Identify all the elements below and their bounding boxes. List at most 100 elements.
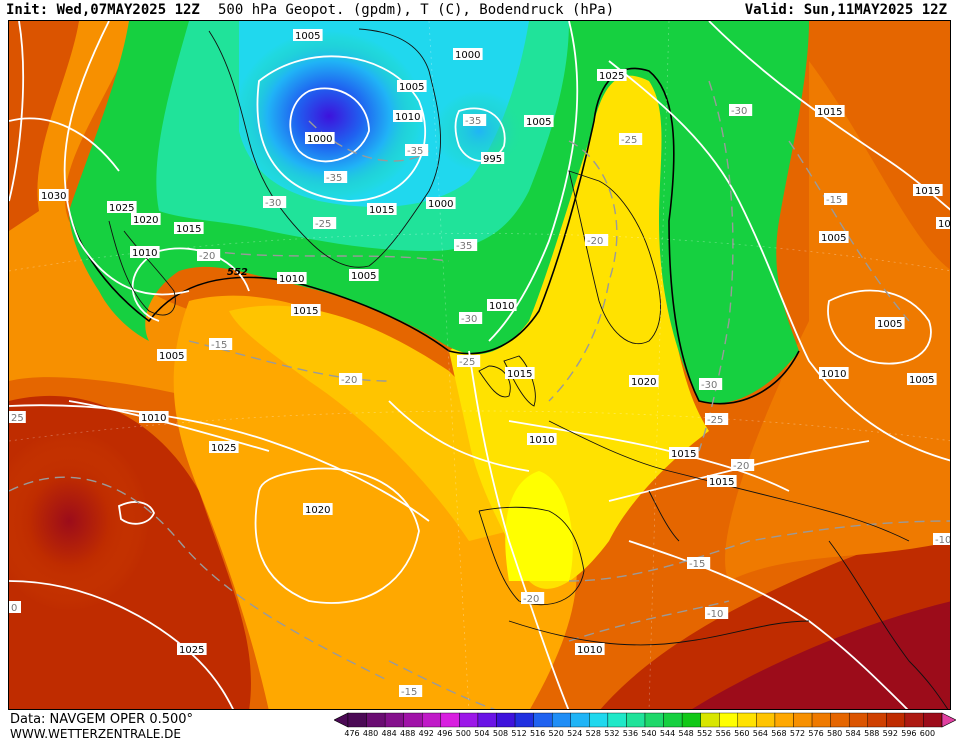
grid-line bbox=[648, 21, 670, 709]
coastlines bbox=[108, 28, 949, 709]
isotherm-line bbox=[9, 476, 390, 682]
color-legend bbox=[334, 712, 956, 728]
isobar-label: 1010 bbox=[132, 248, 157, 259]
isotherm-label: 0 bbox=[11, 603, 17, 614]
isobar-label: 1025 bbox=[109, 203, 134, 214]
legend-value: 524 bbox=[567, 729, 583, 738]
legend-value: 500 bbox=[455, 729, 472, 738]
legend-swatch bbox=[440, 712, 460, 728]
isotherm-line bbox=[388, 660, 496, 709]
isobar-label: 1025 bbox=[599, 71, 624, 82]
europe-yellow-band bbox=[449, 61, 709, 589]
title-bar: Init: Wed,07MAY2025 12Z 500 hPa Geopot. … bbox=[0, 0, 959, 20]
isobar-label: 1015 bbox=[817, 107, 842, 118]
legend-swatch bbox=[496, 712, 516, 728]
isobar-label-box bbox=[426, 197, 456, 209]
isobar-label-box bbox=[139, 411, 169, 423]
isobar-label: 1010 bbox=[279, 274, 304, 285]
isotherm-label: -10 bbox=[707, 609, 723, 620]
isobar-label-box bbox=[936, 217, 950, 229]
isotherm-line bbox=[188, 340, 390, 382]
isobar-label: 1010 bbox=[395, 112, 420, 123]
west-orange-band bbox=[9, 21, 229, 401]
isobar-label-box bbox=[524, 115, 554, 127]
legend-value: 492 bbox=[418, 729, 434, 738]
legend-value: 504 bbox=[474, 729, 490, 738]
isobar-label: 1025 bbox=[179, 645, 204, 656]
isotherm-label-box bbox=[824, 193, 848, 205]
isotherm-label: -35 bbox=[407, 146, 423, 157]
isotherm-label: -30 bbox=[265, 198, 281, 209]
isobar-label-box bbox=[597, 69, 627, 81]
isobar-label: 1000 bbox=[307, 134, 332, 145]
isotherm-label-box bbox=[705, 413, 729, 425]
isotherm-label-box bbox=[9, 411, 26, 423]
legend-swatch bbox=[867, 712, 887, 728]
legend-value: 576 bbox=[808, 729, 824, 738]
temperature-labels: -35 -35 -35 -30 -25 -20 -35 -15 -30 -25 -20 -25 -20 -… bbox=[9, 104, 950, 698]
isotherm-label: -15 bbox=[689, 559, 705, 570]
isotherm-label-box bbox=[209, 338, 233, 350]
legend-swatch bbox=[366, 712, 386, 728]
legend-swatch bbox=[422, 712, 442, 728]
isobar-label-box bbox=[393, 110, 423, 122]
isotherm-label-box bbox=[933, 533, 950, 545]
isotherm-label-box bbox=[459, 312, 483, 324]
isobar-label: 1005 bbox=[295, 31, 320, 42]
legend-swatch bbox=[607, 712, 627, 728]
legend-swatch bbox=[756, 712, 776, 728]
isobar-line bbox=[289, 87, 370, 163]
legend-swatch bbox=[644, 712, 664, 728]
se-hot-region bbox=[692, 601, 950, 709]
isobar-label-box bbox=[505, 367, 535, 379]
legend-swatch bbox=[533, 712, 553, 728]
isobar-label-box bbox=[875, 317, 905, 329]
isotherm-label: -25 bbox=[707, 415, 723, 426]
isotherm-label: -35 bbox=[326, 173, 342, 184]
legend-value: 496 bbox=[437, 729, 453, 738]
isobar-line bbox=[827, 289, 932, 365]
isobar-label: 1025 bbox=[211, 443, 236, 454]
legend-swatch bbox=[403, 712, 423, 728]
legend-swatch bbox=[384, 712, 404, 728]
isotherm-label: -15 bbox=[211, 340, 227, 351]
legend-value: 592 bbox=[882, 729, 898, 738]
valid-time: Valid: Sun,11MAY2025 12Z bbox=[744, 2, 947, 18]
legend-cells bbox=[334, 712, 956, 728]
isobar-label-box bbox=[669, 447, 699, 459]
isobar-label: 1020 bbox=[305, 505, 330, 516]
isotherm-label: -25 bbox=[621, 135, 637, 146]
isotherm-line bbox=[568, 600, 730, 642]
isobar-line bbox=[9, 21, 25, 202]
legend-swatch bbox=[477, 712, 497, 728]
isobar-label-box bbox=[907, 373, 937, 385]
legend-left-arrow bbox=[334, 712, 349, 728]
isobar-label-box bbox=[913, 184, 943, 196]
legend-value: 528 bbox=[585, 729, 601, 738]
isobar-label: 1020 bbox=[133, 215, 158, 226]
isobar-label: 1015 bbox=[915, 186, 940, 197]
isobar-label: 995 bbox=[483, 154, 502, 165]
website-link[interactable]: WWW.WETTERZENTRALE.DE bbox=[10, 727, 181, 741]
legend-swatch bbox=[830, 712, 850, 728]
isobar-label-box bbox=[815, 105, 845, 117]
isobar-label: 1005 bbox=[821, 233, 846, 244]
legend-value: 544 bbox=[659, 729, 676, 738]
isobar-label: 1015 bbox=[369, 205, 394, 216]
isotherm-label-box bbox=[699, 378, 723, 390]
isotherm-label-box bbox=[705, 607, 729, 619]
isobars bbox=[9, 21, 950, 709]
legend-swatch bbox=[681, 712, 701, 728]
isobar-label-box bbox=[819, 231, 849, 243]
coast-iberia bbox=[478, 506, 585, 606]
isotherm-label: -20 bbox=[341, 375, 357, 386]
isobar-label: 1005 bbox=[159, 351, 184, 362]
legend-right-arrow bbox=[941, 712, 956, 728]
isobar-label-box bbox=[527, 433, 557, 445]
far-west-warm bbox=[9, 21, 79, 231]
isobar-line bbox=[608, 440, 870, 502]
isobar-label: 1005 bbox=[909, 375, 934, 386]
isobar-label-box bbox=[487, 299, 517, 311]
